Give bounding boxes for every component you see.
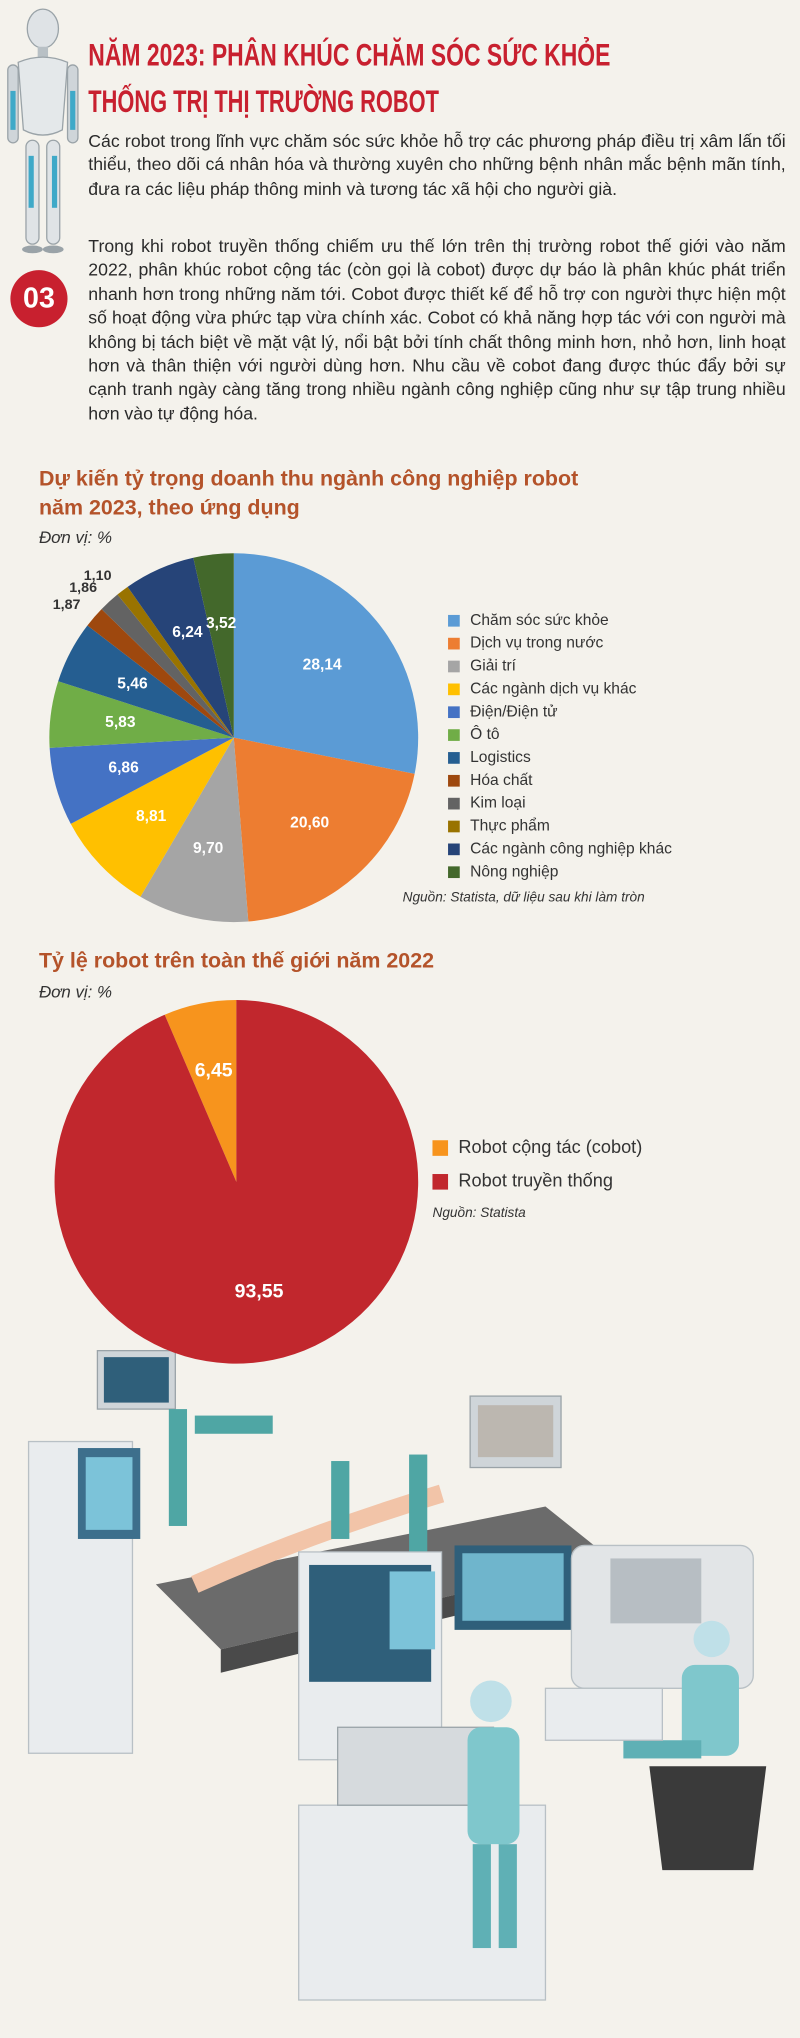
value-label: 6,86 — [108, 759, 139, 776]
pie-slice — [117, 586, 234, 738]
value-label: 20,60 — [290, 814, 329, 831]
paragraph: Các robot trong lĩnh vực chăm sóc sức kh… — [88, 131, 786, 199]
legend-label: Robot cộng tác (cobot) — [458, 1137, 642, 1157]
pie-slice — [58, 625, 234, 738]
value-label: 6,45 — [195, 1060, 233, 1082]
legend-swatch — [448, 729, 460, 741]
pie-slice — [49, 681, 234, 748]
source-note: Nguồn: Statista, dữ liệu sau khi làm trò… — [402, 889, 645, 906]
legend-swatch — [448, 843, 460, 856]
robot-illustration — [7, 8, 79, 254]
value-label: 1,86 — [69, 580, 97, 596]
value-label: 1,87 — [53, 597, 81, 613]
value-label: 5,46 — [117, 676, 148, 693]
legend-label: Logistics — [470, 749, 531, 766]
badge-number: 03 — [23, 283, 55, 315]
value-label: 8,81 — [136, 808, 167, 825]
legend-swatch — [448, 797, 460, 810]
pie-slice — [54, 999, 419, 1364]
value-label: 93,55 — [235, 1280, 284, 1302]
legend-swatch — [448, 820, 460, 833]
value-label: 6,24 — [172, 624, 203, 641]
legend-label: Thực phẩm — [470, 817, 550, 835]
pie-slice — [140, 737, 249, 923]
legend-label: Điện/Điện tử — [470, 703, 558, 720]
chart-title: Tỷ lệ robot trên toàn thế giới năm 2022 — [38, 949, 435, 973]
legend-swatch — [448, 637, 460, 650]
value-label: 28,14 — [303, 656, 342, 673]
legend-swatch — [448, 706, 460, 719]
legend-swatch — [432, 1140, 449, 1156]
value-label: 9,70 — [193, 840, 224, 857]
legend-label: Hóa chất — [470, 772, 533, 789]
chart-title: Dự kiến tỷ trọng doanh thu ngành công ng… — [38, 467, 579, 520]
legend-swatch — [432, 1174, 449, 1190]
legend-swatch — [448, 683, 460, 696]
legend-swatch — [448, 614, 460, 627]
legend-label: Robot truyền thống — [458, 1171, 613, 1191]
unit-note: Đơn vị: % — [38, 981, 113, 1002]
hospital-illustration — [27, 1349, 767, 2001]
unit-note: Đơn vị: % — [38, 527, 113, 547]
legend-label: Chăm sóc sức khỏe — [470, 612, 609, 629]
legend-label: Ô tô — [470, 724, 500, 743]
paragraph: Trong khi robot truyền thống chiếm ưu th… — [88, 236, 786, 424]
badge — [10, 270, 68, 328]
pie-slice — [70, 737, 234, 897]
pie-slice — [101, 594, 234, 738]
pie-slice — [49, 737, 234, 824]
legend-label: Nông nghiệp — [470, 863, 559, 880]
source-note: Nguồn: Statista — [432, 1205, 526, 1221]
legend-label: Dịch vụ trong nước — [470, 635, 603, 652]
value-label: 1,10 — [84, 568, 112, 584]
legend-label: Kim loại — [470, 795, 525, 812]
legend-label: Các ngành dịch vụ khác — [470, 680, 636, 697]
legend-swatch — [448, 866, 460, 879]
pie-slice — [87, 609, 234, 738]
value-label: 5,83 — [105, 714, 136, 731]
pie-slice — [233, 737, 415, 922]
legend-swatch — [448, 752, 460, 764]
legend-swatch — [448, 660, 460, 673]
legend-swatch — [448, 774, 460, 787]
legend-label: Các ngành công nghiệp khác — [470, 840, 672, 857]
page-title: NĂM 2023: PHÂN KHÚC CHĂM SÓC SỨC KHỎE — [88, 36, 610, 72]
legend-label: Giải trí — [470, 658, 517, 675]
page-title: THỐNG TRỊ THỊ TRƯỜNG ROBOT — [88, 83, 439, 119]
value-label: 3,52 — [206, 615, 237, 632]
pie-slice — [193, 553, 234, 738]
pie-slice — [233, 553, 419, 774]
pie-slice — [127, 557, 234, 738]
pie-slice — [164, 999, 237, 1182]
